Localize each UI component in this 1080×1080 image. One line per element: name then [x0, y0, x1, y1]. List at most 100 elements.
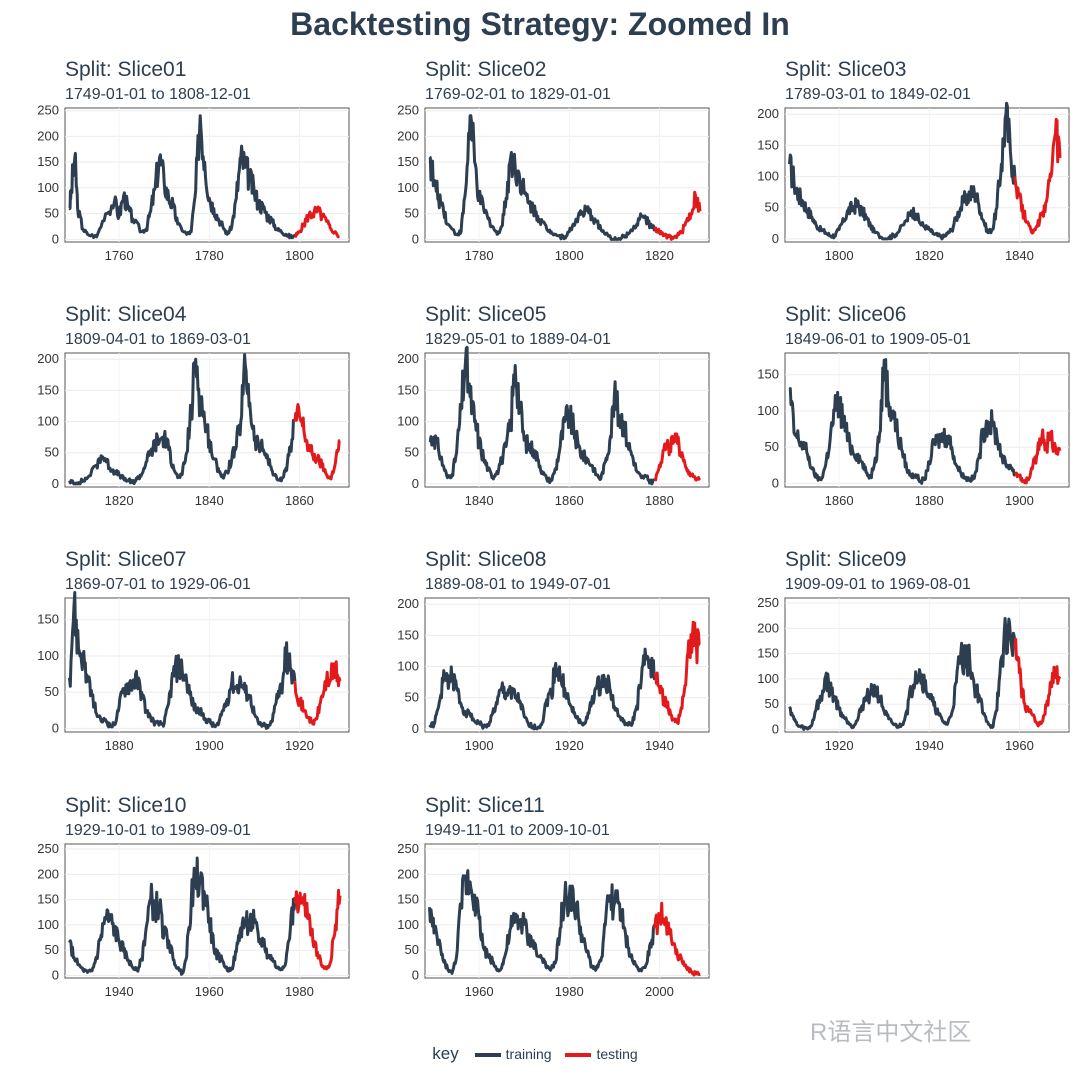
- x-tick-label: 1840: [465, 493, 494, 508]
- panel-plot: 0 50 100 150 200 1900 1920 1940: [397, 596, 710, 753]
- y-tick-label: 0: [412, 721, 419, 736]
- series-line-training: [428, 345, 657, 486]
- panel-slice01: Split: Slice01 1749-01-01 to 1808-12-01 0 5…: [35, 58, 385, 273]
- watermark: R语言中文社区: [810, 1019, 972, 1046]
- x-tick-label: 1880: [105, 738, 134, 753]
- x-tick-label: 1820: [645, 248, 674, 263]
- y-tick-label: 200: [397, 866, 419, 881]
- y-tick-label: 0: [52, 231, 59, 246]
- panel-slice04: Split: Slice04 1809-04-01 to 1869-03-01 0 5…: [35, 303, 385, 518]
- series-line-training: [428, 647, 657, 731]
- y-tick-label: 100: [397, 917, 419, 932]
- panel-title: Split: Slice09: [785, 548, 907, 571]
- y-tick-label: 100: [397, 659, 419, 674]
- series-line-testing: [653, 620, 701, 725]
- series-line-training: [68, 114, 297, 240]
- panel-slice10: Split: Slice10 1929-10-01 to 1989-09-01 0 5…: [35, 794, 385, 1009]
- panel-title: Split: Slice06: [785, 303, 907, 326]
- panel-plot: 0 50 100 150 200 250 1780 1800 1820: [397, 103, 710, 263]
- plot-panel-background: [424, 107, 710, 243]
- x-tick-label: 1800: [555, 248, 584, 263]
- series-line-training: [788, 358, 1016, 485]
- panel-plot: 0 50 100 150 200 1840 1860 1880: [397, 345, 710, 508]
- x-tick-label: 1960: [1005, 738, 1034, 753]
- panel-slice09: Split: Slice09 1909-09-01 to 1969-08-01 0 5…: [755, 548, 1080, 763]
- series-line-testing: [293, 660, 342, 726]
- x-tick-label: 1860: [555, 493, 584, 508]
- y-tick-label: 50: [765, 439, 779, 454]
- x-tick-label: 1960: [465, 984, 494, 999]
- panel-subtitle: 1929-10-01 to 1989-09-01: [65, 822, 251, 839]
- panel-subtitle: 1789-03-01 to 1849-02-01: [785, 86, 971, 103]
- panel-plot: 0 50 100 150 200 250 1920 1940 1960: [757, 595, 1070, 753]
- x-tick-label: 1900: [195, 738, 224, 753]
- panel-plot: 0 50 100 150 200 250 1760 1780 1800: [37, 103, 350, 263]
- y-tick-label: 50: [405, 445, 419, 460]
- x-tick-label: 1960: [195, 984, 224, 999]
- plot-panel-background: [64, 107, 350, 243]
- series-line-testing: [1013, 117, 1062, 235]
- x-tick-label: 1920: [285, 738, 314, 753]
- series-line-training: [68, 591, 297, 730]
- y-tick-label: 150: [37, 382, 59, 397]
- y-tick-label: 0: [772, 721, 779, 736]
- series-line-training: [68, 856, 297, 976]
- legend-item-testing: testing: [565, 1046, 638, 1062]
- series-line-testing: [1013, 637, 1062, 728]
- y-tick-label: 100: [757, 671, 779, 686]
- x-tick-label: 1840: [1005, 248, 1034, 263]
- series-line-testing: [653, 432, 702, 482]
- y-tick-label: 50: [405, 942, 419, 957]
- x-tick-label: 1860: [825, 493, 854, 508]
- plot-panel-background: [784, 597, 1070, 733]
- panel-slice11: Split: Slice11 1949-11-01 to 2009-10-01 0 5…: [395, 794, 745, 1009]
- panel-plot: 0 50 100 150 200 1800 1820 1840: [757, 101, 1070, 263]
- y-tick-label: 50: [405, 690, 419, 705]
- x-tick-label: 1980: [285, 984, 314, 999]
- x-tick-label: 1980: [555, 984, 584, 999]
- panel-plot: 0 50 100 150 1880 1900 1920: [37, 591, 350, 753]
- y-tick-label: 150: [37, 892, 59, 907]
- y-tick-label: 0: [772, 231, 779, 246]
- series-line-training: [788, 101, 1017, 241]
- series-line-testing: [294, 205, 340, 239]
- legend-label-training: training: [505, 1046, 552, 1062]
- panel-subtitle: 1769-02-01 to 1829-01-01: [425, 86, 611, 103]
- x-tick-label: 1860: [285, 493, 314, 508]
- x-tick-label: 1940: [105, 984, 134, 999]
- y-tick-label: 50: [45, 684, 59, 699]
- y-tick-label: 250: [37, 103, 59, 118]
- x-tick-label: 1940: [915, 738, 944, 753]
- series-line-training: [428, 869, 657, 975]
- series-line-training: [428, 114, 657, 241]
- x-tick-label: 1900: [465, 738, 494, 753]
- x-tick-label: 1780: [465, 248, 494, 263]
- y-tick-label: 50: [765, 200, 779, 215]
- panel-subtitle: 1809-04-01 to 1869-03-01: [65, 331, 251, 348]
- panel-slice05: Split: Slice05 1829-05-01 to 1889-04-01 0 5…: [395, 303, 745, 518]
- series-line-testing: [653, 190, 702, 241]
- y-tick-label: 50: [45, 942, 59, 957]
- y-tick-label: 150: [757, 367, 779, 382]
- y-tick-label: 200: [37, 866, 59, 881]
- x-tick-label: 1780: [195, 248, 224, 263]
- y-tick-label: 100: [37, 180, 59, 195]
- y-tick-label: 100: [757, 403, 779, 418]
- legend-item-training: training: [474, 1046, 552, 1062]
- x-tick-label: 1880: [645, 493, 674, 508]
- series-line-training: [68, 353, 296, 486]
- panel-title: Split: Slice02: [425, 58, 547, 81]
- series-line-testing: [653, 901, 701, 977]
- y-tick-label: 200: [397, 128, 419, 143]
- panel-plot: 0 50 100 150 1860 1880 1900: [757, 352, 1070, 508]
- x-tick-label: 1920: [555, 738, 584, 753]
- x-tick-label: 1900: [1005, 493, 1034, 508]
- y-tick-label: 150: [757, 137, 779, 152]
- x-tick-label: 1840: [195, 493, 224, 508]
- plot-panel-background: [784, 107, 1070, 243]
- panel-plot: 0 50 100 150 200 250 1960 1980 2000: [397, 841, 710, 999]
- panel-plot: 0 50 100 150 200 250 1940 1960 1980: [37, 841, 350, 999]
- panel-title: Split: Slice08: [425, 548, 547, 571]
- legend: key training testing: [0, 1044, 1080, 1064]
